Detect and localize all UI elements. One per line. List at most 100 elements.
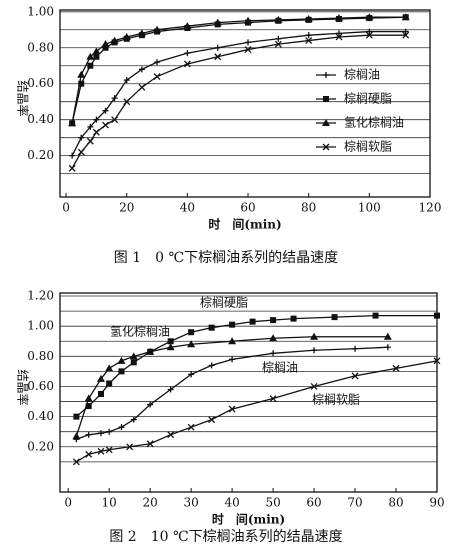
- marker: [270, 350, 277, 357]
- x-tick-label: 120: [419, 201, 442, 215]
- marker: [146, 440, 154, 448]
- marker: [305, 32, 312, 39]
- x-tick-label: 40: [224, 496, 239, 510]
- plot-frame: [59, 292, 438, 493]
- series-label: 棕榈软脂: [312, 392, 360, 407]
- marker: [402, 28, 409, 35]
- marker: [110, 36, 119, 44]
- marker: [102, 107, 109, 114]
- legend-marker: [322, 119, 330, 126]
- marker: [68, 119, 77, 127]
- marker: [167, 338, 174, 345]
- marker: [118, 424, 125, 431]
- marker: [228, 405, 236, 413]
- marker: [111, 116, 119, 124]
- marker: [85, 431, 92, 438]
- marker: [77, 70, 86, 78]
- x-tick-label: 60: [240, 201, 255, 215]
- marker: [93, 116, 100, 123]
- caption: 图 2 10 ℃下棕榈油系列的结晶速度: [109, 529, 342, 545]
- x-tick-label: 100: [358, 201, 381, 215]
- marker: [188, 371, 195, 378]
- y-tick-label: 0.60: [27, 379, 54, 393]
- marker: [365, 31, 373, 39]
- marker: [106, 380, 113, 387]
- marker: [147, 401, 154, 408]
- y-tick-label: 0.20: [27, 148, 54, 162]
- marker: [383, 332, 392, 340]
- marker: [154, 59, 161, 66]
- marker: [87, 123, 94, 130]
- marker: [153, 25, 162, 33]
- marker: [85, 450, 93, 458]
- marker: [352, 345, 359, 352]
- marker: [123, 77, 130, 84]
- marker: [304, 14, 313, 22]
- marker: [129, 352, 138, 360]
- marker: [97, 447, 105, 455]
- legend-label: 氢化棕榈油: [344, 115, 404, 130]
- marker: [366, 28, 373, 35]
- marker: [402, 31, 410, 39]
- y-tick-label: 1.20: [27, 289, 54, 303]
- marker: [311, 347, 318, 354]
- marker: [87, 62, 94, 69]
- marker: [336, 30, 343, 37]
- series-label: 棕榈油: [262, 360, 298, 375]
- marker: [208, 324, 215, 331]
- y-tick-label: 1.00: [27, 319, 54, 333]
- marker: [86, 52, 95, 60]
- marker: [269, 395, 277, 402]
- marker: [270, 317, 277, 324]
- marker: [188, 329, 195, 336]
- marker: [310, 383, 318, 390]
- marker: [274, 15, 283, 23]
- marker: [434, 312, 440, 319]
- y-tick-label: 0.20: [27, 439, 54, 453]
- marker: [153, 73, 161, 80]
- marker: [208, 416, 216, 424]
- marker: [213, 18, 222, 26]
- x-tick-label: 0: [64, 496, 72, 510]
- marker: [167, 386, 174, 393]
- marker: [187, 423, 195, 431]
- marker: [335, 14, 344, 22]
- marker: [68, 164, 76, 172]
- x-axis-label: 时 间(min): [208, 217, 281, 232]
- x-tick-label: 70: [347, 496, 362, 510]
- series-label: 氢化棕榈油: [110, 324, 170, 339]
- x-tick-label: 80: [301, 201, 316, 215]
- marker: [167, 431, 175, 439]
- marker: [229, 321, 236, 328]
- marker: [118, 368, 125, 375]
- marker: [126, 443, 134, 451]
- marker: [72, 432, 81, 440]
- x-tick-label: 50: [265, 496, 280, 510]
- y-tick-label: 0.40: [27, 112, 54, 126]
- marker: [97, 430, 104, 437]
- marker: [102, 121, 109, 129]
- marker: [335, 33, 343, 41]
- marker: [96, 374, 105, 382]
- legend-label: 棕榈软脂: [344, 139, 392, 154]
- legend-label: 棕榈硬脂: [344, 91, 392, 106]
- marker: [78, 80, 85, 87]
- x-tick-label: 0: [62, 201, 70, 215]
- marker: [101, 40, 110, 48]
- x-tick-label: 20: [119, 201, 134, 215]
- x-axis-label: 时 间(min): [212, 512, 285, 527]
- legend-label: 棕榈油: [344, 67, 380, 82]
- x-tick-label: 60: [306, 496, 321, 510]
- legend-marker: [322, 143, 330, 151]
- marker: [122, 32, 131, 40]
- marker: [401, 13, 410, 21]
- marker: [392, 364, 400, 372]
- marker: [228, 337, 237, 345]
- marker: [244, 16, 253, 24]
- marker: [97, 391, 104, 398]
- marker: [130, 416, 137, 423]
- marker: [73, 413, 80, 420]
- marker: [72, 458, 80, 466]
- marker: [166, 343, 175, 351]
- y-tick-label: 0.80: [27, 349, 54, 363]
